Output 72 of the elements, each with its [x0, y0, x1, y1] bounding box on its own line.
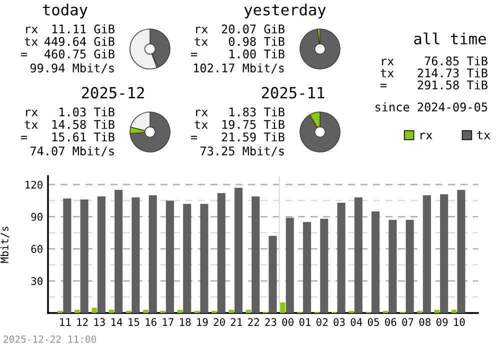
chart-title: yesterday: [244, 4, 326, 18]
text: 1.00 TiB: [230, 49, 284, 58]
text: 74.07 Mbit/s: [30, 146, 114, 156]
text: rx: [26, 26, 38, 34]
y-tick-label: 90: [31, 212, 42, 221]
x-tick-label: 17: [162, 318, 174, 326]
text: 20.07 GiB: [222, 24, 284, 34]
text: tx: [380, 69, 394, 78]
chart-title: 2025-12: [82, 86, 144, 98]
text: tx: [24, 120, 38, 129]
text: rx: [382, 58, 394, 66]
y-tick-label: 120: [26, 180, 42, 189]
x-tick-label: 03: [334, 318, 345, 326]
x-tick-label: 04: [350, 318, 362, 326]
x-tick-label: 19: [197, 318, 208, 326]
text: 21.59 TiB: [222, 132, 284, 142]
x-tick-label: 06: [385, 318, 396, 326]
x-tick-label: 00: [282, 318, 294, 326]
x-tick-label: 12: [77, 318, 88, 326]
x-tick-label: 13: [94, 318, 105, 326]
text: 2025-12-22 11:00: [4, 335, 96, 343]
text: =: [20, 136, 28, 140]
text: 1.83 TiB: [230, 107, 284, 116]
x-tick-label: 08: [419, 318, 430, 326]
text: 14.58 TiB: [52, 120, 114, 129]
y-tick-label: 60: [31, 245, 42, 253]
x-tick-label: 14: [112, 318, 122, 326]
text: 460.75 GiB: [44, 49, 114, 58]
text: =: [190, 52, 198, 56]
text: since 2024-09-05: [376, 102, 488, 112]
text: =: [20, 52, 28, 56]
text: 291.58 TiB: [418, 80, 488, 90]
y-tick-label: 30: [31, 277, 42, 286]
x-tick-label: 16: [146, 318, 156, 326]
text: rx: [26, 110, 38, 116]
y-axis-title: Mbit/s: [0, 226, 10, 263]
legend-label: tx: [477, 131, 490, 140]
text: =: [190, 136, 198, 140]
x-tick-label: 20: [214, 318, 225, 326]
text: 11.11 GiB: [52, 24, 114, 34]
text: 15.61 TiB: [52, 132, 114, 142]
x-tick-label: 15: [128, 318, 140, 326]
x-tick-label: 07: [402, 318, 414, 326]
x-tick-label: 10: [454, 318, 465, 326]
text: rx: [196, 26, 208, 34]
x-tick-label: 18: [180, 318, 191, 326]
text: rx: [196, 110, 208, 116]
x-tick-label: 22: [248, 318, 259, 326]
text: tx: [24, 38, 38, 46]
text: 76.85 TiB: [424, 56, 488, 66]
text: =: [380, 84, 387, 88]
text: tx: [194, 38, 208, 46]
text: all time: [414, 32, 486, 44]
text: 19.75 TiB: [222, 120, 284, 129]
x-tick-label: 09: [436, 318, 448, 326]
chart-title: 2025-11: [262, 86, 324, 98]
text: 99.94 Mbit/s: [30, 63, 114, 74]
x-tick-label: 11: [60, 318, 71, 326]
legend-label: rx: [420, 132, 432, 140]
x-tick-label: 05: [368, 318, 379, 326]
text: 449.64 GiB: [44, 36, 114, 46]
x-tick-label: 02: [316, 318, 328, 326]
x-tick-label: 01: [299, 318, 311, 326]
text: 1.03 TiB: [60, 107, 114, 116]
text: 102.17 Mbit/s: [194, 63, 284, 74]
x-tick-label: 23: [265, 318, 276, 326]
chart-title: today: [42, 4, 88, 18]
text: 73.25 Mbit/s: [200, 146, 284, 156]
text: 214.73 TiB: [418, 68, 488, 78]
text: tx: [194, 120, 208, 129]
text: 0.98 TiB: [228, 36, 284, 46]
x-tick-label: 21: [230, 318, 242, 326]
